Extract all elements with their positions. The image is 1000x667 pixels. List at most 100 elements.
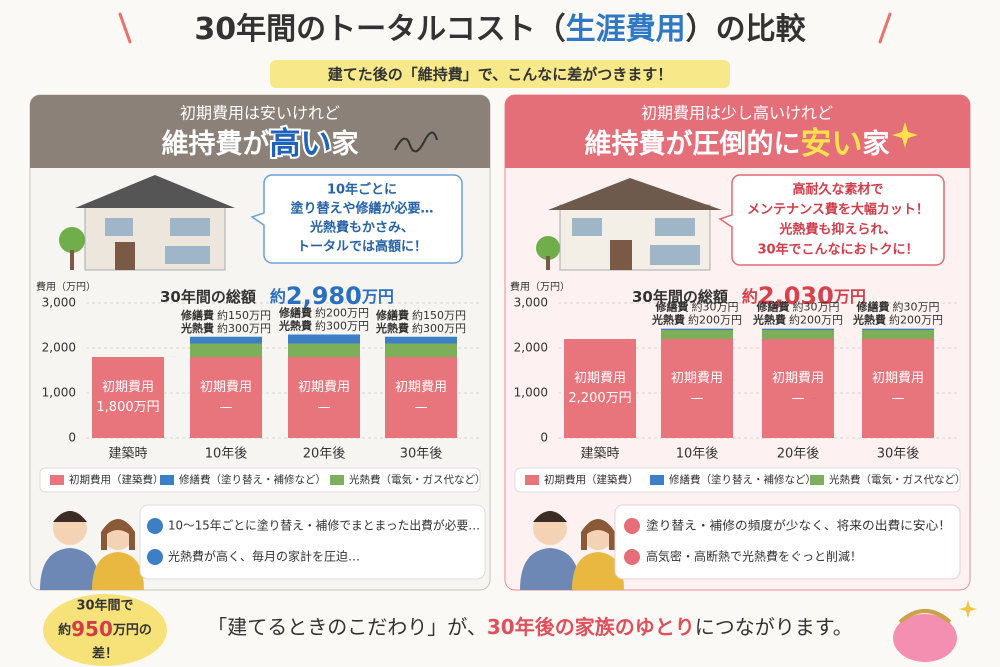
legend — [514, 467, 961, 493]
total-label: 30年間の総額 — [632, 288, 728, 306]
data-label: 約200万円 — [789, 313, 843, 327]
x-tick-label: 30年後 — [400, 447, 443, 462]
sparkle — [892, 122, 918, 148]
data-label: 約150万円 — [412, 308, 466, 322]
x-tick-label: 10年後 — [676, 447, 719, 462]
legend-label: 初期費用（建築費） — [69, 473, 164, 486]
segment-label: 修繕費 約150万円 — [375, 308, 466, 322]
total-prefix: 約 — [742, 287, 758, 306]
segment-name: 修繕費 — [278, 306, 312, 320]
segment-label: 光熱費 約300万円 — [375, 321, 466, 335]
bubble-text: 塗り替えや修繕が必要… — [290, 201, 433, 217]
y-tick-label: 2,000 — [514, 341, 548, 355]
panel-title: 維持費が圧倒的に安い家 — [585, 126, 890, 162]
segment-name: 光熱費 — [651, 313, 685, 327]
total-prefix: 約 — [270, 287, 286, 306]
point-text: 塗り替え・補修の頻度が少なく、将来の出費に安心！ — [646, 518, 951, 533]
check-icon — [624, 549, 640, 565]
bar-segment — [385, 336, 457, 344]
data-label: — — [415, 400, 428, 415]
title-decor — [118, 12, 892, 44]
segment-label: 光熱費 約300万円 — [278, 319, 369, 333]
segment-name: 光熱費 — [278, 319, 312, 333]
footer-message: 「建てるときのこだわり」が、30年後の家族のゆとりにつながります。 — [207, 615, 852, 639]
message-part: につながります。 — [695, 615, 853, 639]
data-label: — — [892, 391, 905, 406]
title-part: 維持費が圧倒的に — [585, 128, 801, 160]
segment-name: 初期費用 — [395, 380, 447, 395]
bar-segment — [190, 357, 262, 438]
message-highlight: 30年後の家族のゆとり — [487, 615, 695, 639]
badge-highlight: 950 — [71, 617, 113, 641]
x-tick-label: 30年後 — [877, 447, 920, 462]
segment-name: 光熱費 — [852, 313, 886, 327]
segment-label: 光熱費 約300万円 — [180, 321, 271, 335]
y-axis-label: 費用（万円） — [36, 280, 96, 293]
y-tick-label: 3,000 — [42, 296, 76, 310]
bar-segment — [385, 357, 457, 438]
house — [59, 175, 235, 271]
panel-kicker: 初期費用は安いけれど — [180, 104, 340, 123]
legend-swatch — [330, 475, 344, 485]
points-box — [139, 504, 486, 580]
segment-name: 光熱費 — [752, 313, 786, 327]
legend-label: 光熱費（電気・ガス代など） — [349, 473, 486, 486]
check-icon — [624, 518, 640, 534]
legend-label: 修繕費（塗り替え・補修など） — [179, 473, 326, 486]
data-label: 約300万円 — [217, 321, 271, 335]
house — [536, 178, 722, 271]
data-label: 約200万円 — [688, 313, 742, 327]
x-tick-label: 10年後 — [205, 447, 248, 462]
bar-segment — [288, 334, 360, 344]
panel-kicker: 初期費用は少し高いけれど — [641, 104, 833, 123]
message-part: 「建てるときのこだわり」が、 — [207, 615, 487, 639]
segment-name: 初期費用 — [200, 380, 252, 395]
data-label: — — [318, 400, 331, 415]
segment-name: 修繕費 — [655, 300, 689, 314]
bar-segment — [288, 343, 360, 357]
check-icon — [147, 549, 163, 565]
data-label: — — [220, 400, 233, 415]
segment-label: 修繕費 約30万円 — [655, 300, 739, 314]
sigh-icon — [394, 131, 438, 153]
data-label: 約300万円 — [315, 319, 369, 333]
title-part: 30年間のトータルコスト（ — [194, 12, 565, 47]
segment-name: 修繕費 — [375, 308, 409, 322]
data-label: 1,800万円 — [96, 400, 159, 415]
y-tick-label: 3,000 — [514, 296, 548, 310]
x-tick-label: 建築時 — [580, 447, 619, 462]
segment-name: 初期費用 — [102, 380, 154, 395]
title-part: 家 — [863, 128, 890, 160]
bar-segment — [661, 330, 733, 339]
subtitle-box — [270, 60, 730, 88]
check-icon — [147, 518, 163, 534]
data-label: 約30万円 — [793, 300, 840, 314]
data-label: 約300万円 — [412, 321, 466, 335]
data-label: 約30万円 — [893, 300, 940, 314]
bar-segment — [862, 330, 934, 339]
total: 30年間の総額 約2,980万円 — [160, 282, 394, 310]
total: 30年間の総額 約2,030万円 — [632, 282, 866, 310]
total-value: 2,980 — [286, 282, 362, 310]
x-tick-label: 20年後 — [303, 447, 346, 462]
bar-segment — [385, 343, 457, 357]
page-title: 30年間のトータルコスト（生涯費用）の比較 — [194, 12, 806, 47]
data-label: — — [792, 391, 805, 406]
badge-text: 30年間で — [76, 598, 133, 614]
total-label: 30年間の総額 — [160, 288, 256, 306]
y-tick-label: 1,000 — [514, 386, 548, 400]
segment-label: 修繕費 約30万円 — [756, 300, 840, 314]
bar-segment — [862, 328, 934, 330]
title-part: ）の比較 — [686, 12, 807, 47]
data-label: 約200万円 — [315, 306, 369, 320]
segment-label: 光熱費 約200万円 — [651, 313, 742, 327]
bar-segment — [190, 343, 262, 357]
x-tick-label: 建築時 — [108, 447, 147, 462]
title-highlight: 安い — [801, 126, 863, 162]
bubble-text: 30年でこんなにおトクに！ — [757, 242, 918, 258]
bar-segment — [92, 357, 164, 438]
points-box — [614, 504, 961, 580]
title-part: 家 — [332, 128, 359, 160]
people-illustration — [40, 511, 624, 590]
